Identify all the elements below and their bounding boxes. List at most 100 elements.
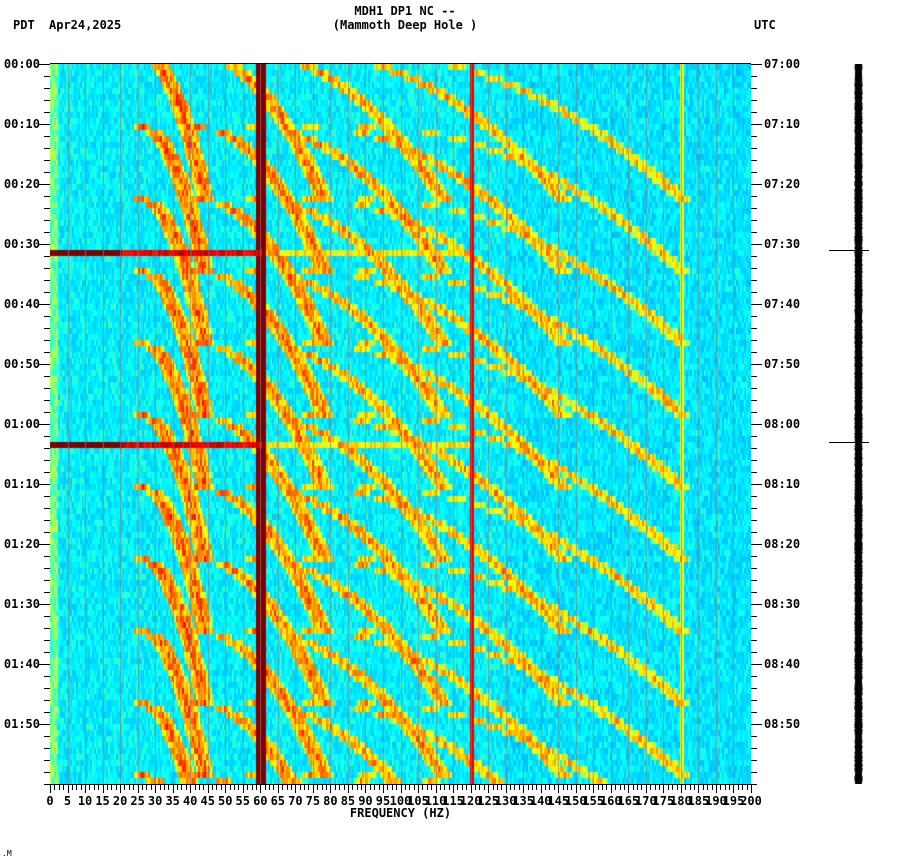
y-tick-right (751, 460, 757, 461)
y-tick-left (44, 748, 50, 749)
y-tick-label-right: 08:00 (764, 417, 801, 431)
y-tick-label-left: 00:40 (3, 297, 40, 311)
x-tick (602, 785, 603, 790)
x-tick (238, 785, 239, 790)
y-tick-right (751, 652, 757, 653)
y-tick-right (751, 328, 757, 329)
x-tick (641, 785, 642, 790)
x-tick-label: 145 (547, 794, 570, 808)
right-timezone-label: UTC (754, 18, 776, 32)
x-tick (146, 785, 147, 790)
y-tick-left (44, 688, 50, 689)
x-tick-label: 60 (253, 794, 268, 808)
y-tick-left (44, 496, 50, 497)
y-tick-right (751, 64, 762, 65)
x-tick (703, 785, 704, 790)
x-tick-label: 110 (424, 794, 447, 808)
y-tick-left (39, 304, 50, 305)
y-tick-right (751, 364, 762, 365)
x-tick (598, 785, 599, 790)
y-tick-right (751, 688, 757, 689)
x-tick (212, 785, 213, 790)
x-tick (164, 785, 165, 790)
y-tick-label-left: 01:40 (3, 657, 40, 671)
event-mark (829, 442, 869, 443)
x-tick (593, 785, 594, 793)
y-tick-right (751, 484, 762, 485)
x-tick-label: 55 (235, 794, 250, 808)
y-tick-left (44, 352, 50, 353)
y-tick-right (751, 352, 757, 353)
y-tick-right (751, 496, 757, 497)
y-tick-left (44, 592, 50, 593)
x-tick-label: 190 (705, 794, 727, 808)
y-tick-left (44, 508, 50, 509)
x-tick (107, 785, 108, 790)
y-tick-right (751, 568, 757, 569)
x-tick (611, 785, 612, 793)
x-tick (168, 785, 169, 790)
x-tick (685, 785, 686, 790)
y-tick-label-left: 00:30 (3, 237, 40, 251)
y-tick-right (751, 748, 757, 749)
x-tick (655, 785, 656, 790)
y-tick-left (44, 136, 50, 137)
x-tick (287, 785, 288, 790)
x-tick (514, 785, 515, 790)
x-tick (549, 785, 550, 790)
x-tick-label: 105 (407, 794, 429, 808)
x-tick (462, 785, 463, 790)
x-tick (738, 785, 739, 790)
x-tick-label: 70 (288, 794, 303, 808)
x-tick (190, 785, 191, 793)
x-tick (142, 785, 143, 790)
y-tick-left (44, 388, 50, 389)
y-tick-right (751, 88, 757, 89)
x-axis-line (50, 784, 752, 785)
y-tick-right (751, 196, 757, 197)
x-tick-label: 135 (512, 794, 535, 808)
x-tick (707, 785, 708, 790)
x-axis-label: FREQUENCY (HZ) (349, 806, 452, 820)
y-tick-left (44, 700, 50, 701)
y-tick-left (44, 568, 50, 569)
x-tick (453, 785, 454, 793)
y-tick-left (44, 676, 50, 677)
x-tick (444, 785, 445, 790)
x-tick (54, 785, 55, 790)
x-tick (155, 785, 156, 793)
x-tick (558, 785, 559, 793)
y-tick-label-left: 01:00 (3, 417, 40, 431)
x-tick-label: 180 (670, 794, 692, 808)
x-tick (733, 785, 734, 793)
x-tick (85, 785, 86, 793)
x-tick (243, 785, 244, 793)
x-tick (252, 785, 253, 790)
x-tick (484, 785, 485, 790)
y-tick-right (751, 208, 757, 209)
y-tick-right (751, 448, 757, 449)
x-tick-label: 85 (340, 794, 356, 808)
y-tick-right (751, 148, 757, 149)
y-tick-right (751, 772, 757, 773)
x-tick (510, 785, 511, 790)
x-tick (116, 785, 117, 790)
y-tick-right (751, 556, 757, 557)
x-tick (405, 785, 406, 790)
y-tick-left (44, 88, 50, 89)
x-tick (720, 785, 721, 790)
x-tick (361, 785, 362, 790)
station-subtitle: (Mammoth Deep Hole ) (332, 18, 478, 32)
x-tick (466, 785, 467, 790)
y-tick-right (751, 544, 762, 545)
x-tick (300, 785, 301, 790)
x-tick (103, 785, 104, 793)
x-tick-label: 15 (95, 794, 110, 808)
y-tick-right (751, 520, 757, 521)
x-tick (335, 785, 336, 790)
y-tick-left (44, 472, 50, 473)
x-tick (203, 785, 204, 790)
x-tick (698, 785, 699, 793)
x-tick (624, 785, 625, 790)
y-tick-left (44, 412, 50, 413)
